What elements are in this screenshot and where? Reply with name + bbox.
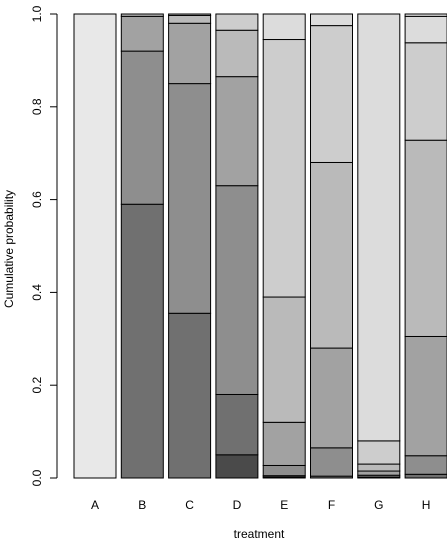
bar-segment-E-level-7: [262, 13, 306, 41]
bar-segment-D-level-1: [215, 454, 259, 479]
y-axis-title: Cumulative probability: [2, 190, 16, 308]
y-tick-label: 0.2: [30, 377, 44, 394]
bar-segment-H-level-8: [404, 13, 447, 17]
x-tick-label-E: E: [280, 498, 288, 512]
bar-segment-H-level-5: [404, 139, 447, 337]
bar-segment-G-level-5: [357, 463, 401, 472]
bar-segment-H-level-2: [404, 473, 447, 479]
bar-segment-D-level-4: [215, 76, 259, 187]
bar-segment-E-level-3: [262, 464, 306, 477]
bar-segment-F-level-3: [310, 447, 353, 477]
bar-segment-H-level-3: [404, 455, 447, 475]
bar-segment-F-level-4: [310, 347, 353, 449]
bar-segment-F-level-5: [310, 161, 353, 349]
x-axis-title: treatment: [234, 527, 285, 541]
x-tick-label-D: D: [233, 498, 242, 512]
bar-segment-H-level-4: [404, 335, 447, 457]
bar-segment-C-level-3: [168, 83, 212, 314]
bar-segment-B-level-4: [120, 15, 164, 52]
bar-segment-A-level-8: [73, 13, 117, 479]
bar-segment-D-level-3: [215, 185, 259, 395]
bar-segment-F-level-6: [310, 25, 353, 163]
x-axis-labels: A B C D E F G H: [91, 498, 430, 512]
y-tick-label: 0.0: [30, 469, 44, 486]
bar-segment-B-level-5: [120, 13, 164, 17]
bar-segment-G-level-7: [357, 13, 401, 442]
bar-segment-G-level-6: [357, 440, 401, 465]
x-tick-label-H: H: [422, 498, 431, 512]
x-tick-label-G: G: [374, 498, 383, 512]
y-tick-label: 0.8: [30, 98, 44, 115]
bar-segment-C-level-4: [168, 22, 212, 85]
bar-segment-C-level-5: [168, 14, 212, 24]
x-tick-label-B: B: [138, 498, 146, 512]
x-tick-label-F: F: [328, 498, 335, 512]
bar-segment-C-level-6: [168, 13, 212, 16]
bar-segment-G-level-4: [357, 470, 401, 476]
y-axis: 0.0 0.2 0.4 0.6 0.8 1.0: [30, 5, 58, 486]
bar-segment-D-level-2: [215, 393, 259, 456]
bar-segment-D-level-6: [215, 13, 259, 31]
bar-segment-F-level-7: [310, 13, 353, 27]
bars-layer: [73, 13, 447, 479]
bar-segment-D-level-5: [215, 29, 259, 78]
bar-segment-E-level-5: [262, 296, 306, 423]
bar-segment-H-level-6: [404, 42, 447, 141]
y-tick-label: 0.6: [30, 191, 44, 208]
bar-segment-H-level-7: [404, 15, 447, 44]
bar-segment-B-level-3: [120, 50, 164, 205]
bar-segment-B-level-2: [120, 203, 164, 479]
y-tick-label: 1.0: [30, 5, 44, 22]
bar-segment-C-level-2: [168, 312, 212, 479]
x-tick-label-A: A: [91, 498, 99, 512]
bar-segment-E-level-4: [262, 421, 306, 466]
bar-segment-E-level-6: [262, 39, 306, 298]
x-tick-label-C: C: [185, 498, 194, 512]
y-tick-label: 0.4: [30, 284, 44, 301]
